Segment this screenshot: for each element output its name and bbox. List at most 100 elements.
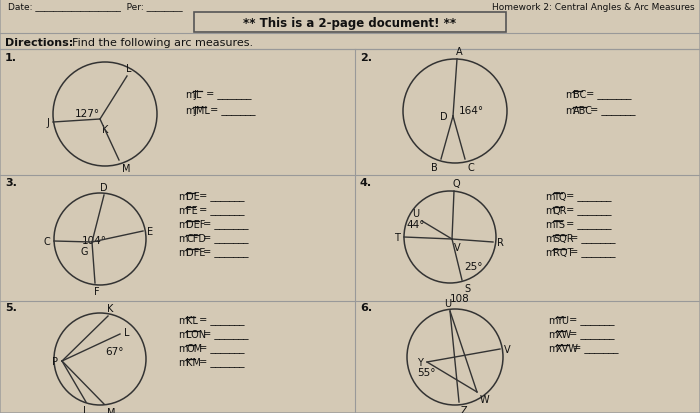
Text: QR: QR	[553, 206, 568, 216]
Text: P: P	[52, 356, 58, 366]
Text: 55°: 55°	[417, 367, 435, 377]
Text: m: m	[178, 192, 188, 202]
Text: = _______: = _______	[587, 106, 636, 116]
Text: = _______: = _______	[203, 90, 251, 100]
Text: = _______: = _______	[207, 106, 256, 116]
Text: E: E	[147, 226, 153, 236]
Text: 6.: 6.	[360, 302, 372, 312]
Text: = _______: = _______	[196, 357, 244, 367]
Text: m: m	[185, 90, 195, 100]
Text: 104°: 104°	[82, 235, 107, 245]
Text: = _______: = _______	[566, 315, 614, 325]
Text: OM: OM	[186, 343, 202, 353]
Text: V: V	[454, 242, 461, 252]
Text: L: L	[126, 64, 132, 74]
Text: YU: YU	[556, 315, 569, 325]
Text: m: m	[178, 329, 188, 339]
Text: 3.: 3.	[5, 178, 17, 188]
Text: R: R	[497, 237, 504, 247]
Text: 25°: 25°	[464, 261, 482, 271]
Text: J: J	[46, 118, 49, 128]
Text: B: B	[431, 163, 438, 173]
Text: Y: Y	[417, 357, 423, 367]
Text: SQR: SQR	[553, 233, 573, 243]
Text: M: M	[107, 407, 116, 413]
Text: KM: KM	[186, 357, 201, 367]
Text: = _______: = _______	[200, 233, 248, 243]
Text: L: L	[124, 327, 130, 337]
Text: 44°: 44°	[406, 219, 424, 230]
Text: Q: Q	[452, 178, 460, 189]
Text: KL: KL	[186, 315, 198, 325]
Text: = _______: = _______	[566, 329, 614, 339]
Text: 108: 108	[450, 293, 470, 303]
Text: J: J	[83, 405, 85, 413]
Text: = _______: = _______	[200, 329, 248, 339]
Text: BC: BC	[573, 90, 587, 100]
Text: T: T	[394, 233, 400, 242]
Text: m: m	[178, 357, 188, 367]
Text: 4.: 4.	[360, 178, 372, 188]
Text: W: W	[480, 394, 489, 404]
Text: 2.: 2.	[360, 53, 372, 63]
Text: DFE: DFE	[186, 247, 205, 257]
Text: FE: FE	[186, 206, 198, 216]
Text: m: m	[185, 106, 195, 116]
Text: = _______: = _______	[196, 192, 244, 202]
Text: = _______: = _______	[196, 315, 244, 325]
Text: DE: DE	[186, 192, 200, 202]
Text: m: m	[545, 206, 554, 216]
Text: K: K	[107, 303, 113, 313]
Text: m: m	[178, 315, 188, 325]
Text: m: m	[548, 315, 557, 325]
Text: Date: ___________________  Per: ________: Date: ___________________ Per: ________	[8, 2, 183, 12]
Text: m: m	[178, 206, 188, 216]
Text: = _______: = _______	[200, 247, 248, 257]
Text: m: m	[545, 233, 554, 243]
Text: ** This is a 2-page document! **: ** This is a 2-page document! **	[244, 17, 456, 29]
Text: G: G	[80, 247, 88, 256]
Text: U: U	[412, 209, 419, 218]
Text: TQ: TQ	[553, 192, 566, 202]
Text: A: A	[456, 47, 462, 57]
Text: = _______: = _______	[563, 219, 611, 230]
Text: = _______: = _______	[567, 247, 615, 257]
Text: C: C	[43, 236, 50, 247]
Text: 164°: 164°	[459, 106, 484, 116]
Text: C: C	[468, 163, 475, 173]
Text: m: m	[545, 192, 554, 202]
Text: JL: JL	[193, 90, 202, 100]
Text: m: m	[565, 106, 575, 116]
Text: 67°: 67°	[105, 346, 123, 356]
Text: XW: XW	[556, 329, 572, 339]
Text: ABC: ABC	[573, 106, 593, 116]
Text: m: m	[548, 343, 557, 353]
Text: m: m	[178, 219, 188, 230]
Text: D: D	[100, 183, 108, 192]
Text: m: m	[545, 219, 554, 230]
Text: = _______: = _______	[570, 343, 619, 353]
Text: m: m	[178, 343, 188, 353]
Text: DEF: DEF	[186, 219, 205, 230]
Text: = _______: = _______	[196, 343, 244, 353]
Text: F: F	[94, 286, 100, 296]
Text: = _______: = _______	[582, 90, 631, 100]
Text: RQT: RQT	[553, 247, 573, 257]
Text: Directions:: Directions:	[5, 38, 74, 48]
Text: 5.: 5.	[5, 302, 17, 312]
FancyBboxPatch shape	[194, 13, 506, 33]
Text: m: m	[545, 247, 554, 257]
Text: V: V	[504, 344, 510, 354]
Text: m: m	[548, 329, 557, 339]
Text: = _______: = _______	[196, 206, 244, 216]
Text: m: m	[178, 233, 188, 243]
Text: = _______: = _______	[563, 192, 611, 202]
Text: = _______: = _______	[200, 219, 248, 230]
Text: U: U	[444, 298, 452, 308]
Text: m: m	[565, 90, 575, 100]
Text: = _______: = _______	[567, 233, 615, 243]
Text: K: K	[102, 125, 108, 135]
Text: LON: LON	[186, 329, 206, 339]
Text: 127°: 127°	[75, 109, 100, 119]
Text: Find the following arc measures.: Find the following arc measures.	[72, 38, 253, 48]
